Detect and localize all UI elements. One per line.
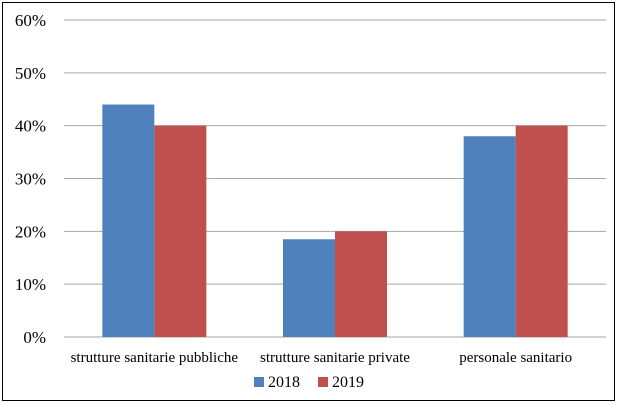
- legend-label: 2019: [332, 374, 364, 391]
- y-tick-label: 50%: [15, 64, 46, 83]
- bar-2018-2: [283, 239, 335, 337]
- bar-2019-2: [335, 231, 387, 337]
- y-tick-label: 30%: [15, 170, 46, 189]
- legend-swatch-2019: [318, 377, 328, 387]
- x-category-label: strutture sanitarie pubbliche: [71, 350, 239, 366]
- x-category-label: personale sanitario: [459, 350, 572, 366]
- y-axis-tick-labels: 0% 10% 20% 30% 40% 50% 60%: [15, 11, 46, 347]
- bar-2018-3: [463, 136, 516, 337]
- bar-2019-1: [154, 125, 207, 338]
- x-category-label: strutture sanitarie private: [260, 350, 410, 366]
- bar-2018-1: [102, 104, 155, 338]
- y-tick-label: 0%: [23, 328, 46, 347]
- bar-2019-3: [515, 125, 568, 338]
- legend-swatch-2018: [254, 377, 264, 387]
- bars: [102, 104, 568, 338]
- x-axis-category-labels: strutture sanitarie pubbliche strutture s…: [71, 350, 572, 366]
- y-tick-label: 40%: [15, 117, 46, 136]
- legend-label: 2018: [268, 374, 300, 391]
- y-tick-label: 60%: [15, 11, 46, 30]
- legend: 2018 2019: [254, 374, 364, 391]
- y-tick-label: 20%: [15, 222, 46, 241]
- y-tick-label: 10%: [15, 275, 46, 294]
